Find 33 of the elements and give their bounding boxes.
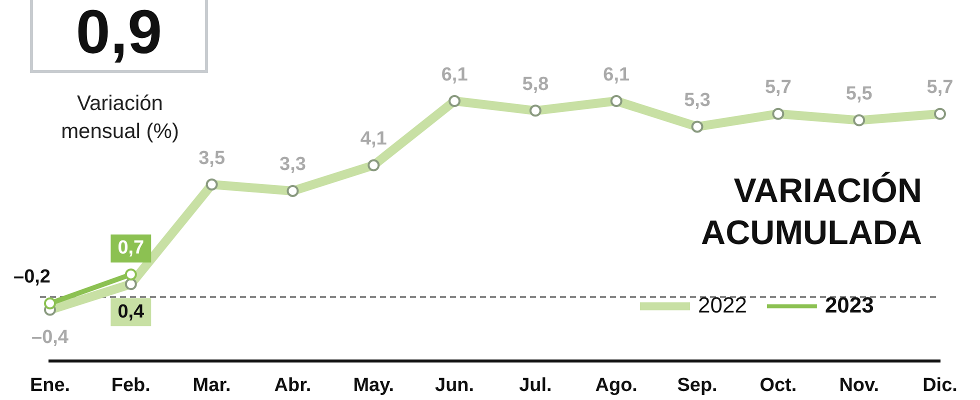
- data-label: 0,7: [118, 238, 144, 259]
- data-label: 3,5: [198, 148, 226, 169]
- annotation: Variación mensual (%): [60, 91, 180, 145]
- data-label: –0,2: [14, 266, 50, 288]
- x-tick-label: Ene.: [30, 374, 70, 396]
- data-label: 5,7: [926, 77, 954, 98]
- data-label: 6,1: [441, 64, 468, 86]
- legend-label: 2022: [698, 292, 747, 318]
- data-label: 5,7: [764, 77, 792, 98]
- x-tick-label: Abr.: [274, 374, 312, 396]
- text: VARIACIÓN ACUMULADA: [700, 170, 922, 254]
- data-label: 6,1: [603, 64, 630, 86]
- x-tick-label: Feb.: [111, 374, 150, 396]
- x-tick-label: Ago.: [595, 374, 638, 396]
- x-tick-label: Sep.: [677, 374, 718, 396]
- data-label: 4,1: [360, 128, 388, 150]
- data-label: 5,8: [522, 74, 549, 95]
- x-tick-label: Dic.: [922, 374, 958, 396]
- x-tick-label: Jun.: [435, 374, 474, 396]
- point: [44, 297, 56, 310]
- x-tick-label: Oct.: [760, 374, 797, 396]
- x-tick-label: Jul.: [519, 374, 552, 396]
- x-tick-label: Nov.: [839, 374, 879, 396]
- data-label: –0,4: [32, 327, 69, 348]
- text: 0,9: [30, 0, 208, 73]
- data-label: 5,3: [684, 90, 710, 111]
- x-tick-label: May.: [353, 374, 394, 396]
- legend-label: 2023: [824, 292, 874, 318]
- data-label: 5,5: [846, 84, 873, 105]
- point: [124, 268, 137, 280]
- data-label: 0,4: [118, 301, 145, 322]
- data-label: 3,3: [280, 154, 306, 176]
- x-tick-label: Mar.: [192, 374, 231, 396]
